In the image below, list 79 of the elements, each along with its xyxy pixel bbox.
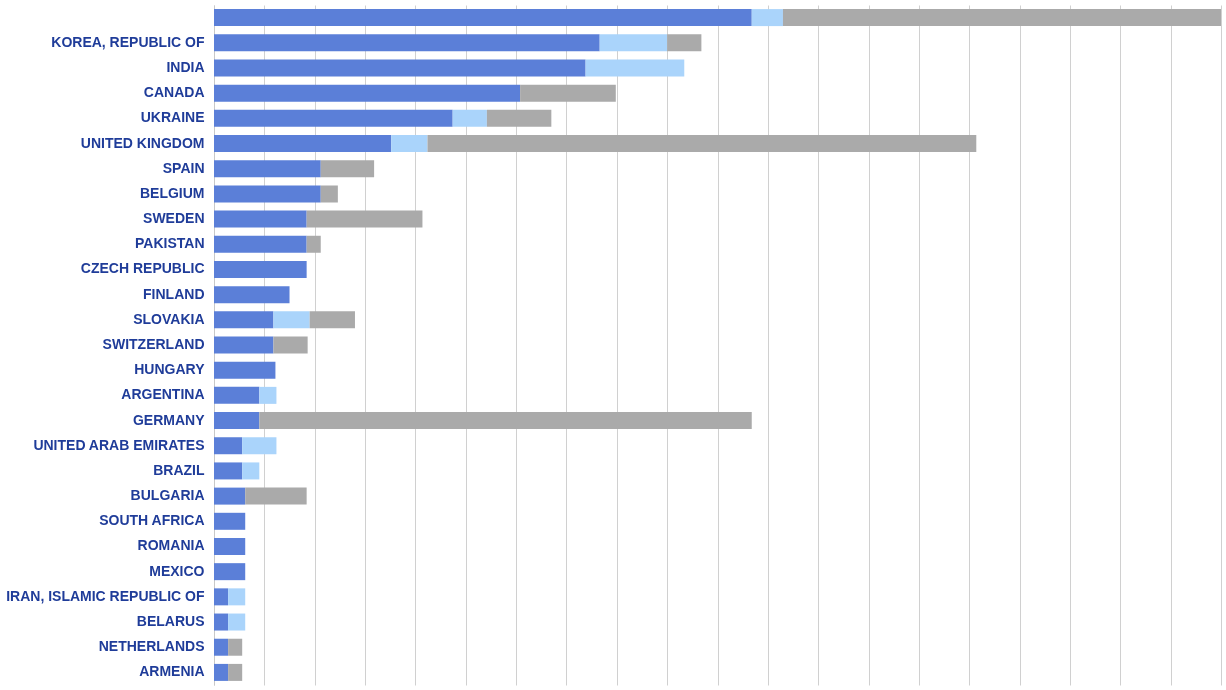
bar: [309, 311, 355, 329]
bar: [242, 437, 277, 455]
y-tick-label: SOUTH AFRICA: [99, 512, 205, 529]
bar: [214, 109, 453, 127]
y-tick-label: IRAN, ISLAMIC REPUBLIC OF: [6, 587, 205, 604]
y-tick-label: BULGARIA: [130, 487, 205, 504]
bar: [242, 462, 260, 480]
bar: [214, 512, 246, 530]
bar: [214, 588, 229, 606]
y-tick-label: HUNGARY: [134, 361, 206, 378]
y-tick-label: CANADA: [143, 84, 205, 101]
bar: [214, 135, 392, 153]
bar: [228, 613, 246, 631]
bar: [214, 613, 229, 631]
bar: [214, 663, 229, 681]
y-tick-label: SLOVAKIA: [133, 310, 205, 327]
bar: [259, 412, 752, 430]
bar: [452, 109, 487, 127]
y-tick-label: UNITED KINGDOM: [80, 134, 205, 151]
y-tick-label: KOREA, REPUBLIC OF: [51, 33, 205, 50]
y-tick-label: SWITZERLAND: [102, 336, 205, 352]
bar: [214, 361, 276, 379]
bar: [214, 84, 521, 102]
bar: [228, 588, 246, 606]
bar: [599, 34, 668, 52]
bar: [585, 59, 685, 77]
bar: [214, 462, 243, 480]
bar: [214, 638, 229, 656]
y-tick-label: BRAZIL: [153, 461, 205, 478]
bar: [214, 260, 307, 278]
bar: [427, 135, 977, 153]
y-tick-label: BELGIUM: [139, 184, 205, 201]
bar: [228, 663, 243, 681]
bar: [273, 336, 308, 354]
bar: [751, 9, 783, 27]
bar: [214, 235, 307, 253]
bar: [667, 34, 702, 52]
y-tick-label: NETHERLANDS: [98, 638, 205, 655]
bar: [214, 210, 307, 228]
bar: [320, 160, 375, 178]
bar: [306, 235, 321, 253]
bar: [228, 638, 243, 656]
bar: [214, 286, 290, 304]
bar: [214, 412, 260, 430]
bar: [320, 185, 338, 203]
bar: [486, 109, 552, 127]
bar: [306, 210, 423, 228]
bar: [214, 160, 321, 178]
bar: [214, 437, 243, 455]
y-tick-label: FINLAND: [143, 285, 205, 302]
bar: [214, 537, 246, 555]
y-tick-label: INDIA: [166, 58, 205, 75]
y-tick-label: CZECH REPUBLIC: [80, 260, 205, 277]
bar: [214, 487, 246, 505]
y-tick-label: BELARUS: [136, 613, 205, 630]
y-tick-label: ARMENIA: [139, 663, 205, 680]
y-tick-label: SWEDEN: [143, 210, 205, 227]
bar: [214, 9, 752, 27]
y-tick-label: MEXICO: [149, 562, 205, 579]
bar: [214, 311, 274, 329]
bar: [214, 386, 260, 404]
bar: [214, 34, 600, 52]
bar: [214, 336, 274, 354]
bar: [391, 135, 428, 153]
y-tick-label: PAKISTAN: [135, 235, 205, 252]
y-tick-label: ARGENTINA: [121, 386, 205, 403]
bar: [214, 185, 321, 203]
bar: [273, 311, 310, 329]
bar: [214, 59, 586, 77]
y-tick-label: UNITED ARAB EMIRATES: [33, 436, 205, 453]
y-tick-label: GERMANY: [132, 411, 206, 428]
bar: [214, 563, 246, 581]
bar: [245, 487, 307, 505]
y-tick-label: SPAIN: [162, 159, 205, 176]
y-tick-label: ROMANIA: [137, 537, 205, 554]
bar: [782, 9, 1221, 27]
bar: [520, 84, 616, 102]
bar: [259, 386, 277, 404]
y-tick-label: UKRAINE: [140, 109, 205, 126]
